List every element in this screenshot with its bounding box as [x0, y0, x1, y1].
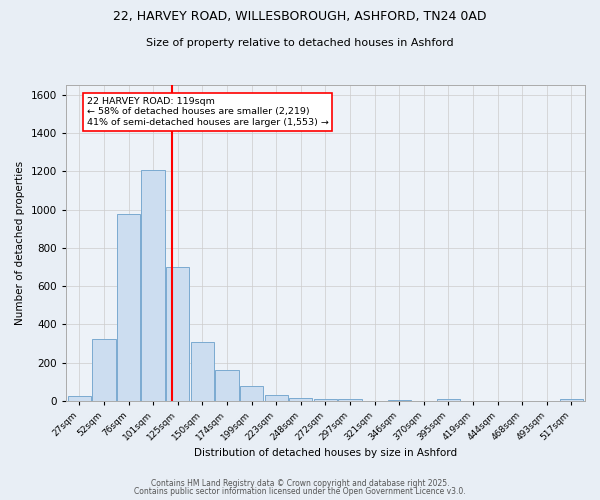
- Text: 22 HARVEY ROAD: 119sqm
← 58% of detached houses are smaller (2,219)
41% of semi-: 22 HARVEY ROAD: 119sqm ← 58% of detached…: [87, 97, 329, 127]
- Text: Size of property relative to detached houses in Ashford: Size of property relative to detached ho…: [146, 38, 454, 48]
- Bar: [388, 400, 411, 401]
- Bar: [142, 170, 165, 401]
- Y-axis label: Number of detached properties: Number of detached properties: [15, 161, 25, 325]
- Bar: [560, 399, 583, 401]
- Text: Contains HM Land Registry data © Crown copyright and database right 2025.: Contains HM Land Registry data © Crown c…: [151, 478, 449, 488]
- X-axis label: Distribution of detached houses by size in Ashford: Distribution of detached houses by size …: [194, 448, 457, 458]
- Bar: [289, 398, 313, 401]
- Bar: [117, 214, 140, 401]
- Bar: [92, 338, 116, 401]
- Bar: [191, 342, 214, 401]
- Bar: [240, 386, 263, 401]
- Bar: [68, 396, 91, 401]
- Bar: [166, 267, 190, 401]
- Bar: [314, 399, 337, 401]
- Bar: [437, 398, 460, 401]
- Bar: [215, 370, 239, 401]
- Bar: [338, 400, 362, 401]
- Bar: [265, 395, 288, 401]
- Text: Contains public sector information licensed under the Open Government Licence v3: Contains public sector information licen…: [134, 487, 466, 496]
- Text: 22, HARVEY ROAD, WILLESBOROUGH, ASHFORD, TN24 0AD: 22, HARVEY ROAD, WILLESBOROUGH, ASHFORD,…: [113, 10, 487, 23]
